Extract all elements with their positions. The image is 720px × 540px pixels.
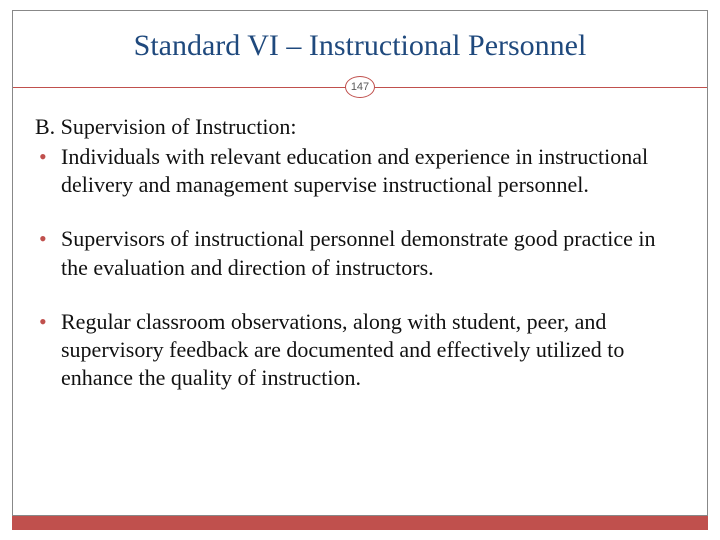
bottom-accent-bar	[12, 516, 708, 530]
section-label: B. Supervision of Instruction:	[35, 113, 685, 141]
page-number: 147	[351, 81, 369, 93]
list-item: Individuals with relevant education and …	[35, 143, 685, 199]
page-number-badge: 147	[345, 76, 375, 98]
slide-title: Standard VI – Instructional Personnel	[13, 11, 707, 73]
list-item: Regular classroom observations, along wi…	[35, 308, 685, 392]
slide-content: B. Supervision of Instruction: Individua…	[13, 109, 707, 392]
slide-frame: Standard VI – Instructional Personnel 14…	[12, 10, 708, 516]
bullet-text: Supervisors of instructional personnel d…	[61, 226, 655, 279]
list-item: Supervisors of instructional personnel d…	[35, 225, 685, 281]
divider: 147	[13, 73, 707, 101]
bullet-text: Regular classroom observations, along wi…	[61, 309, 624, 390]
bullet-text: Individuals with relevant education and …	[61, 144, 648, 197]
bullet-list: Individuals with relevant education and …	[35, 143, 685, 392]
